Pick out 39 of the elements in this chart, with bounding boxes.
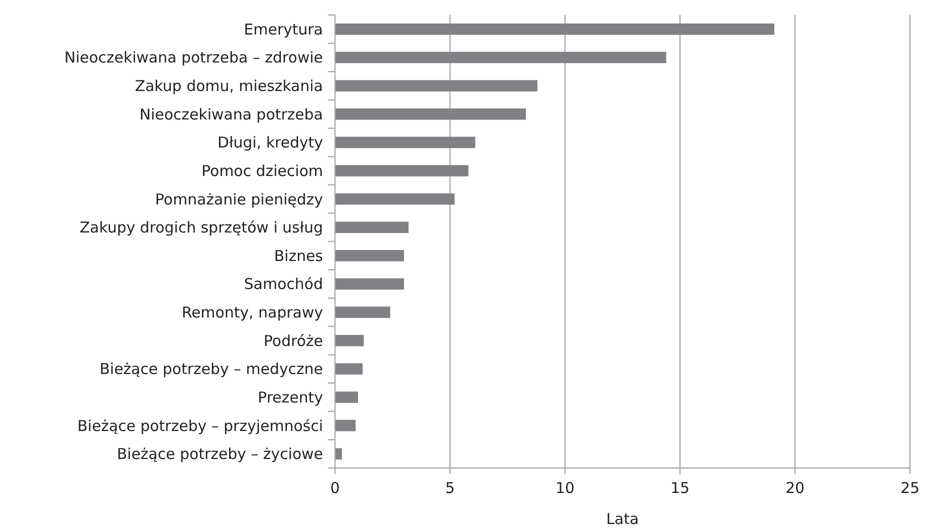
x-tick-label: 10	[555, 479, 575, 497]
y-tick-label: Nieoczekiwana potrzeba	[140, 105, 323, 124]
y-tick-label: Biznes	[274, 246, 324, 265]
bar	[335, 108, 526, 120]
bar	[335, 420, 356, 432]
y-tick-label: Zakupy drogich sprzętów i usług	[80, 218, 323, 237]
x-tick-label: 15	[670, 479, 690, 497]
bar	[335, 363, 363, 375]
x-tick-label: 25	[900, 479, 920, 497]
x-tick-label: 5	[445, 479, 455, 497]
y-tick-label: Bieżące potrzeby – życiowe	[116, 445, 323, 464]
y-tick-label: Pomoc dzieciom	[202, 162, 323, 180]
x-tick-label: 0	[330, 479, 340, 497]
bar	[335, 222, 409, 234]
y-tick-label: Bieżące potrzeby – przyjemności	[77, 416, 323, 435]
bar	[335, 448, 342, 460]
y-tick-label: Prezenty	[258, 388, 324, 406]
x-axis-title: Lata	[606, 510, 639, 528]
bar	[335, 306, 390, 318]
y-tick-label: Pomnażanie pieniędzy	[155, 190, 324, 208]
bar	[335, 392, 358, 403]
bar	[335, 136, 476, 148]
bar	[335, 278, 404, 290]
y-tick-label: Nieoczekiwana potrzeba – zdrowie	[64, 48, 323, 67]
bar	[335, 52, 666, 64]
y-tick-label: Podróże	[264, 332, 323, 350]
y-tick-label: Długi, kredyty	[218, 134, 324, 152]
y-tick-label: Emerytura	[244, 20, 323, 38]
y-tick-label: Bieżące potrzeby – medyczne	[100, 360, 323, 378]
bar	[335, 23, 774, 35]
bar	[335, 334, 364, 346]
x-tick-label: 20	[785, 479, 805, 497]
y-tick-label: Samochód	[244, 275, 323, 294]
bar	[335, 250, 404, 262]
bar	[335, 165, 468, 176]
bar	[335, 193, 455, 205]
bar	[335, 80, 538, 92]
y-tick-label: Zakup domu, mieszkania	[134, 77, 323, 96]
y-tick-label: Remonty, naprawy	[182, 304, 324, 322]
